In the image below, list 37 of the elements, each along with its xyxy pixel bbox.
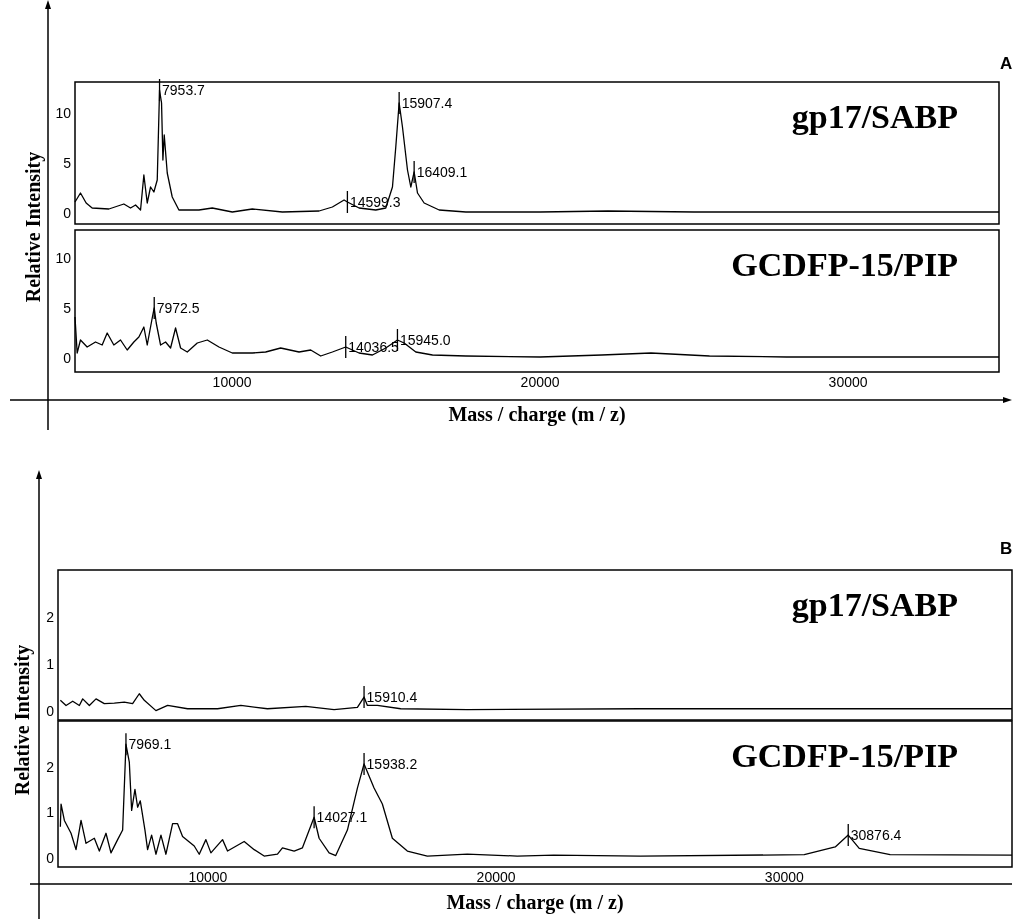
annotation: 30876.4 bbox=[850, 827, 902, 844]
annotation: 15907.4 bbox=[401, 95, 453, 111]
x-tick-label: 20000 bbox=[520, 374, 560, 390]
annotation: 16409.1 bbox=[416, 164, 468, 180]
y-tick-label: 1 bbox=[46, 655, 55, 672]
y-tick-label: 2 bbox=[46, 608, 55, 625]
y-tick-label: 1 bbox=[46, 804, 55, 821]
x-tick-label: 20000 bbox=[476, 869, 516, 885]
annotation: 7953.7 bbox=[162, 82, 206, 98]
y-tick-label: 0 bbox=[46, 702, 55, 719]
x-tick-label: 30000 bbox=[764, 869, 804, 885]
y-tick-label: 10 bbox=[55, 250, 72, 266]
x-tick-label: 10000 bbox=[212, 374, 252, 390]
y-tick-label: 0 bbox=[63, 350, 72, 366]
annotation: 15938.2 bbox=[366, 755, 418, 772]
text: B bbox=[1000, 539, 1013, 558]
chart-title: gp17/SABP bbox=[791, 585, 958, 623]
x-tick-label: 30000 bbox=[828, 374, 868, 390]
x-tick-label: 10000 bbox=[188, 869, 228, 885]
y-tick-label: 5 bbox=[63, 155, 72, 171]
y-axis-title: Relative Intensity bbox=[22, 151, 45, 303]
y-tick-label: 5 bbox=[63, 300, 72, 316]
chart-title: GCDFP-15/PIP bbox=[731, 736, 959, 774]
annotation: 15910.4 bbox=[366, 689, 418, 706]
text: A bbox=[1000, 54, 1013, 73]
chart-title: GCDFP-15/PIP bbox=[731, 245, 959, 283]
x-axis-title: Mass / charge (m / z) bbox=[446, 891, 624, 914]
annotation: 7969.1 bbox=[128, 736, 172, 753]
y-axis-title: Relative Intensity bbox=[11, 644, 34, 796]
chart-title: gp17/SABP bbox=[791, 97, 958, 135]
y-tick-label: 2 bbox=[46, 758, 55, 775]
y-tick-label: 0 bbox=[46, 849, 55, 866]
y-tick-label: 10 bbox=[55, 105, 72, 121]
y-tick-label: 0 bbox=[63, 205, 72, 221]
annotation: 7972.5 bbox=[156, 300, 200, 316]
annotation: 15945.0 bbox=[399, 332, 451, 348]
x-axis-title: Mass / charge (m / z) bbox=[448, 403, 626, 426]
